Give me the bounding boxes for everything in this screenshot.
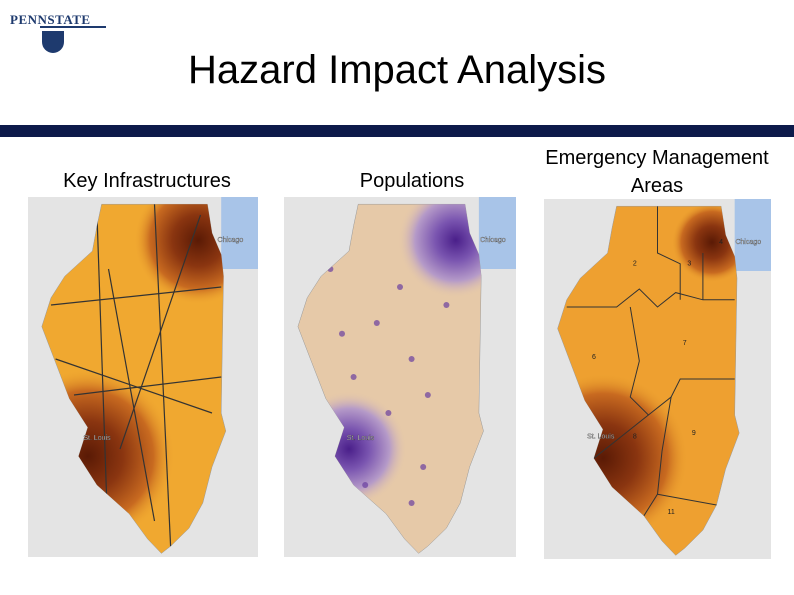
map-label: Chicago — [735, 239, 761, 246]
town — [362, 482, 369, 488]
road — [50, 286, 222, 306]
road — [107, 268, 156, 522]
map-label: St. Louis — [587, 433, 615, 440]
region-border — [657, 493, 717, 506]
map-label: 4 — [719, 239, 723, 246]
lake — [221, 197, 258, 269]
map: Chicago St. Louis 2 3 4 6 7 8 9 11 — [544, 199, 771, 559]
map-label: St. Louis — [347, 435, 375, 442]
logo-line — [40, 26, 106, 28]
map-label: 3 — [687, 261, 691, 268]
town — [408, 500, 415, 506]
road — [73, 376, 222, 396]
map-label: Chicago — [218, 237, 244, 244]
region-border — [657, 206, 681, 300]
hotspot — [397, 204, 484, 299]
town — [339, 330, 345, 337]
town — [443, 302, 450, 308]
map-label: 2 — [633, 261, 637, 268]
map: Chicago St. Louis — [28, 197, 258, 557]
map-label: 8 — [633, 433, 637, 440]
map-label: 7 — [683, 340, 687, 347]
map: Chicago St. Louis — [284, 197, 516, 557]
hotspot — [133, 204, 226, 305]
panel-title: Populations — [359, 170, 465, 192]
logo-shield — [42, 31, 64, 53]
region-border — [593, 414, 649, 459]
town — [350, 374, 357, 380]
region-border — [643, 396, 672, 517]
map-label: St. Louis — [83, 435, 111, 442]
town — [397, 284, 403, 290]
slide-title: Hazard Impact Analysis — [188, 48, 606, 92]
town — [385, 410, 392, 416]
town — [424, 392, 431, 398]
lake — [478, 197, 516, 269]
road — [119, 214, 202, 450]
map-label: 6 — [592, 354, 596, 361]
map-label: 9 — [692, 430, 696, 437]
map-label: Chicago — [480, 237, 506, 244]
panel-title: Emergency Management Areas — [545, 147, 769, 197]
road — [153, 204, 172, 547]
panel-title: Key Infrastructures — [63, 170, 231, 192]
map-label: 11 — [667, 509, 674, 516]
road — [55, 358, 213, 414]
town — [373, 320, 380, 326]
title-bar — [0, 125, 794, 137]
town — [420, 464, 427, 470]
lake — [734, 199, 771, 271]
logo: PENNSTATE — [10, 12, 91, 27]
town — [408, 356, 415, 362]
